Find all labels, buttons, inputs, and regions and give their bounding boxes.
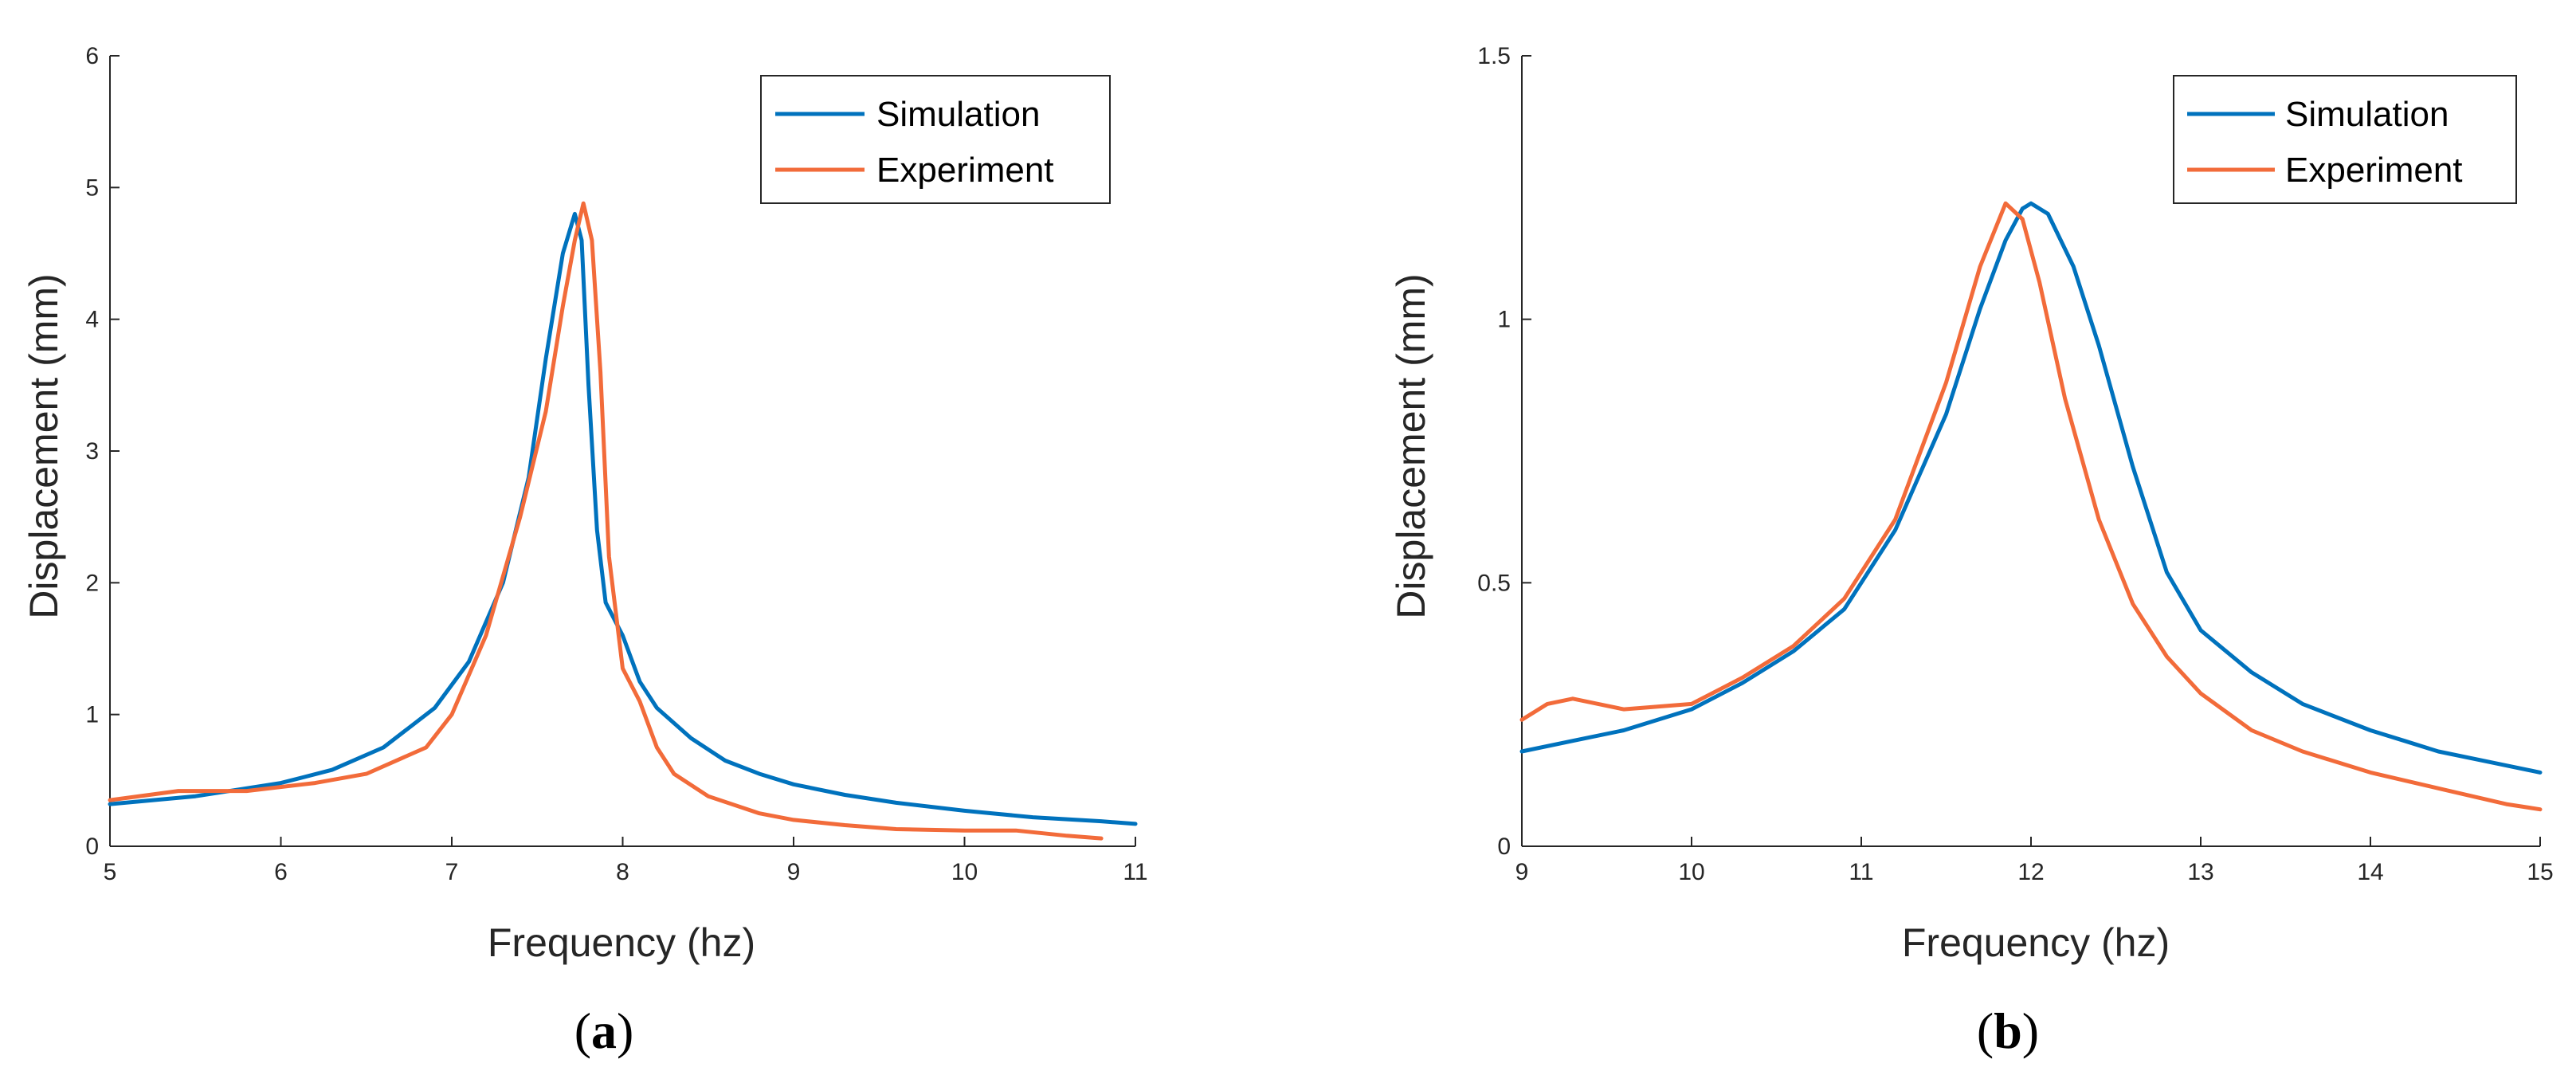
legend-label-experiment-b: Experiment [2285,151,2463,190]
x-axis-title-a: Frequency (hz) [488,920,755,965]
y-tick-label: 0 [1497,834,1511,860]
tick-labels-b: 9 10 11 12 13 14 15 0 0.5 1 1.5 [1477,43,2553,885]
panel-label-a: (a) [574,1002,634,1059]
x-tick-label: 12 [2017,859,2044,885]
x-tick-label: 8 [616,859,629,885]
x-tick-label: 15 [2527,859,2553,885]
y-tick-label: 1.5 [1477,43,1511,69]
legend-label-experiment-a: Experiment [876,151,1054,190]
x-tick-label: 11 [1849,859,1873,885]
x-tick-label: 9 [1515,859,1529,885]
series-line-simulation [108,211,1138,826]
y-axis-title-a: Displacement (mm) [22,273,66,618]
y-tick-label: 0 [85,834,99,860]
axes-a [109,55,1136,847]
chart-panel-b: 9 10 11 12 13 14 15 0 0.5 1 1.5 Frequency (hz) Dis… [1389,43,2554,1059]
x-tick-label: 10 [951,859,978,885]
y-tick-label: 1 [85,702,99,728]
panel-label-b: (b) [1977,1002,2039,1059]
x-tick-label: 9 [787,859,801,885]
series-group-a [108,201,1138,841]
x-tick-label: 10 [1678,859,1704,885]
y-tick-label: 6 [85,43,99,69]
legend-b: Simulation Experiment [2173,75,2517,204]
x-tick-label: 11 [1123,859,1147,885]
legend-box-b [2173,75,2517,204]
y-tick-label: 0.5 [1477,570,1511,596]
y-tick-label: 4 [85,307,99,333]
chart-panel-a: 5 6 7 8 9 10 11 0 1 2 3 4 5 6 Frequency (hz) Displace… [22,43,1148,1059]
x-tick-label: 6 [274,859,288,885]
legend-label-simulation-a: Simulation [876,95,1040,134]
x-tick-label: 7 [445,859,459,885]
y-tick-label: 5 [85,175,99,201]
x-tick-label: 13 [2187,859,2213,885]
legend-box-a [760,75,1111,204]
series-group-b [1519,201,2543,812]
series-line-experiment [108,201,1104,841]
y-tick-label: 3 [85,438,99,465]
axes-b [1521,55,2541,847]
x-tick-label: 5 [104,859,117,885]
y-tick-label: 1 [1497,307,1511,333]
x-axis-title-b: Frequency (hz) [1902,920,2170,965]
x-tick-label: 14 [2357,859,2383,885]
series-line-experiment [1519,201,2543,812]
tick-labels-a: 5 6 7 8 9 10 11 0 1 2 3 4 5 6 [85,43,1147,885]
y-tick-label: 2 [85,570,99,596]
legend-label-simulation-b: Simulation [2285,95,2449,134]
series-line-simulation [1519,201,2543,775]
y-axis-title-b: Displacement (mm) [1389,273,1433,618]
legend-a: Simulation Experiment [760,75,1111,204]
